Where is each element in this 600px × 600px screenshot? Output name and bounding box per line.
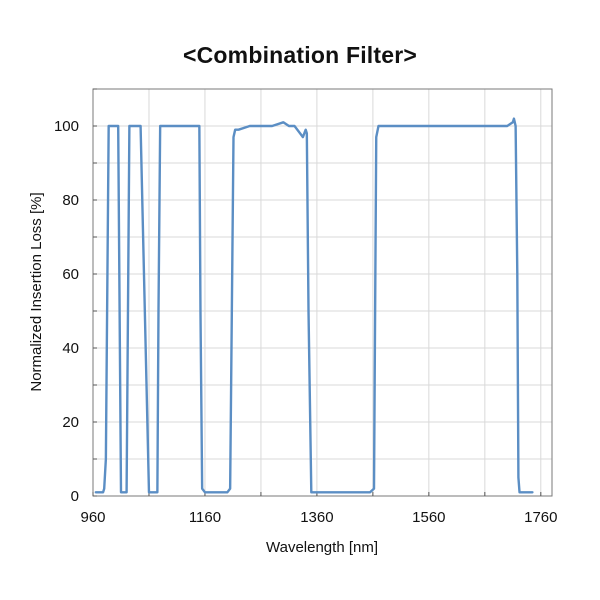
tick-marks [92,88,542,497]
x-tick-label: 1360 [300,509,333,526]
y-tick-labels: 0 20 40 60 80 100 [54,118,79,505]
y-tick-label: 100 [54,118,79,135]
x-tick-label: 1160 [189,509,221,526]
chart-title: <Combination Filter> [182,42,418,68]
grid-lines [92,88,552,496]
x-axis-label: Wavelength [nm] [266,539,378,556]
x-tick-label: 960 [80,509,105,526]
x-tick-labels: 960 1160 1360 1560 1760 [80,509,557,526]
plot-frame [92,88,553,497]
y-tick-label: 0 [71,488,79,505]
series-line [94,117,534,494]
axes [92,88,553,497]
y-tick-label: 20 [62,414,79,431]
x-tick-label: 1760 [524,509,557,526]
y-tick-label: 80 [62,192,79,209]
x-tick-label: 1560 [412,509,445,526]
y-axis-label: Normalized Insertion Loss [%] [28,192,45,391]
y-tick-label: 60 [62,266,79,283]
y-tick-label: 40 [62,340,79,357]
